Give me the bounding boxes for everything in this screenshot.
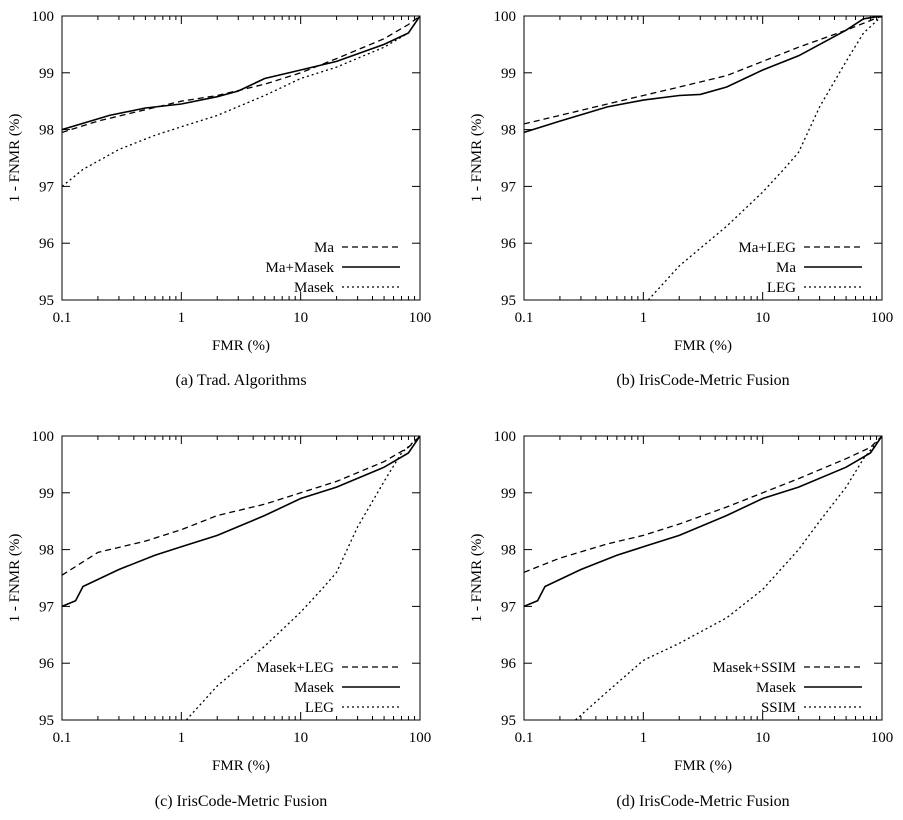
- panel-b-series-3-line: [647, 16, 882, 300]
- panel-d-axes-frame: [523, 435, 883, 721]
- panel-c-y-tick-label: 97: [39, 599, 55, 615]
- panel-c-legend-label: Masek+LEG: [256, 660, 334, 676]
- panel-c-legend-label: Masek: [294, 680, 334, 696]
- panel-c-y-tick-label: 100: [32, 429, 55, 445]
- panel-b-caption: (b) IrisCode-Metric Fusion: [616, 372, 789, 389]
- panel-a-x-tick-label: 1: [178, 310, 186, 326]
- panel-b-y-tick-label: 96: [501, 236, 517, 252]
- panel-a-series-2-line: [62, 16, 420, 131]
- panel-c-caption: (c) IrisCode-Metric Fusion: [155, 793, 327, 810]
- panel-b-legend-label: Ma: [776, 260, 796, 276]
- panel-c-x-tick-label: 0.1: [53, 730, 72, 746]
- panel-a-y-tick-label: 100: [32, 9, 55, 25]
- panel-d-series-1-line: [524, 436, 882, 573]
- panel-a-y-tick-label: 97: [39, 179, 55, 195]
- panel-c-y-tick-label: 99: [39, 486, 54, 502]
- panel-d-x-tick-label: 1: [640, 730, 648, 746]
- panel-b-y-tick-label: 100: [494, 9, 517, 25]
- panel-b-x-tick-label: 100: [871, 310, 894, 326]
- panel-a-legend-label: Masek: [294, 280, 334, 296]
- panel-b-y-tick-label: 99: [501, 66, 516, 82]
- panel-d: 0.1 1 10 100 95 96 97 98 99 100 FMR (%) 1 - FNMR (%…: [469, 429, 893, 810]
- panel-a-y-tick-label: 96: [39, 236, 55, 252]
- panel-b-x-tick-label: 0.1: [515, 310, 534, 326]
- panel-c-y-tick-label: 98: [39, 543, 54, 559]
- panel-d-legend-label: SSIM: [761, 700, 796, 716]
- panel-a-caption: (a) Trad. Algorithms: [175, 372, 306, 389]
- panel-b-y-tick-label: 98: [501, 123, 516, 139]
- panel-b-legend-label: Ma+LEG: [738, 240, 796, 256]
- panel-a-y-tick-label: 95: [39, 293, 54, 309]
- panel-b-x-tick-label: 1: [640, 310, 648, 326]
- panel-c-legend-label: LEG: [305, 700, 334, 716]
- panel-a-series-3-line: [62, 16, 420, 187]
- panel-a: 0.1 1 10 100 95 96 97 98 99 100 FMR (%) 1 - FNMR (%…: [7, 9, 431, 389]
- panel-d-x-axis-label: FMR (%): [674, 758, 732, 774]
- panel-c-axes-frame: [61, 435, 421, 721]
- panel-c-x-tick-label: 100: [409, 730, 432, 746]
- panel-a-x-tick-label: 100: [409, 310, 432, 326]
- panel-a-legend-label: Ma: [314, 240, 334, 256]
- panel-d-series-2-line: [524, 436, 882, 608]
- panel-d-y-tick-label: 95: [501, 713, 516, 729]
- panel-a-axes-frame: [61, 15, 421, 301]
- panel-a-y-axis-label: 1 - FNMR (%): [7, 114, 23, 203]
- panel-a-x-tick-label: 0.1: [53, 310, 72, 326]
- panel-a-legend-label: Ma+Masek: [266, 260, 335, 276]
- panel-d-y-tick-label: 97: [501, 599, 517, 615]
- panel-b-x-axis-label: FMR (%): [674, 338, 732, 354]
- panel-a-series-1-line: [62, 16, 420, 134]
- panel-d-y-tick-label: 98: [501, 543, 516, 559]
- panel-c-series-1-line: [62, 436, 420, 576]
- panel-d-legend-label: Masek+SSIM: [713, 660, 796, 676]
- panel-c-y-axis-label: 1 - FNMR (%): [7, 534, 23, 623]
- panel-b-y-tick-label: 97: [501, 179, 517, 195]
- panel-d-legend-label: Masek: [756, 680, 796, 696]
- panel-c-x-tick-label: 10: [293, 730, 308, 746]
- panel-c-x-axis-label: FMR (%): [212, 758, 270, 774]
- panel-c-series-3-line: [185, 436, 420, 720]
- panel-d-y-tick-label: 100: [494, 429, 517, 445]
- panel-d-caption: (d) IrisCode-Metric Fusion: [616, 793, 789, 810]
- panel-a-y-tick-label: 99: [39, 66, 54, 82]
- panel-c: 0.1 1 10 100 95 96 97 98 99 100 FMR (%) 1 - FNMR (%…: [7, 429, 431, 810]
- panel-b-y-tick-label: 95: [501, 293, 516, 309]
- panel-d-x-tick-label: 10: [755, 730, 770, 746]
- panel-c-y-tick-label: 95: [39, 713, 54, 729]
- panel-d-y-axis-label: 1 - FNMR (%): [469, 534, 485, 623]
- panel-b-x-tick-label: 10: [755, 310, 770, 326]
- panel-b-legend-label: LEG: [767, 280, 796, 296]
- panel-b-axes-frame: [523, 15, 883, 301]
- panel-c-y-tick-label: 96: [39, 656, 55, 672]
- panel-d-y-tick-label: 96: [501, 656, 517, 672]
- panel-b-series-1-line: [524, 16, 882, 125]
- panel-d-series-3-line: [575, 436, 882, 720]
- panel-c-series-2-line: [62, 436, 420, 608]
- panel-d-x-tick-label: 100: [871, 730, 894, 746]
- panel-d-x-tick-label: 0.1: [515, 730, 534, 746]
- panel-c-x-tick-label: 1: [178, 730, 186, 746]
- panel-a-x-tick-label: 10: [293, 310, 308, 326]
- panel-a-y-tick-label: 98: [39, 123, 54, 139]
- panel-d-y-tick-label: 99: [501, 486, 516, 502]
- panel-a-x-axis-label: FMR (%): [212, 338, 270, 354]
- panel-b: 0.1 1 10 100 95 96 97 98 99 100 FMR (%) 1 - FNMR (%…: [469, 9, 893, 389]
- panel-b-series-2-line: [524, 16, 882, 134]
- panel-b-y-axis-label: 1 - FNMR (%): [469, 114, 485, 203]
